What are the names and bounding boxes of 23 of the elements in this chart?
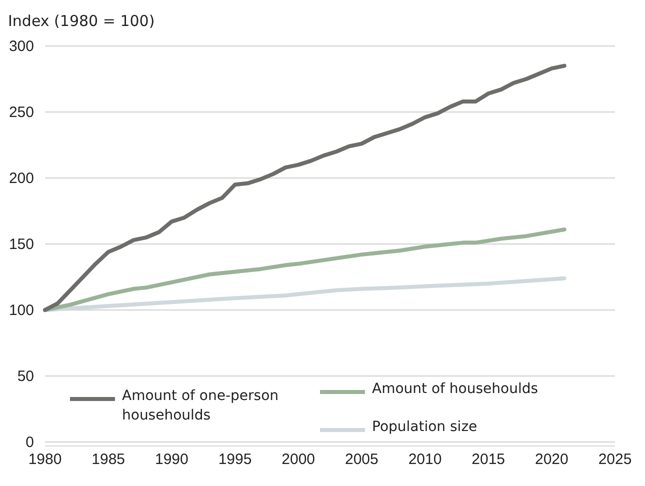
legend-label: Amount of househoulds	[372, 380, 538, 397]
y-tick-label: 50	[17, 368, 34, 385]
y-tick-label: 100	[8, 302, 34, 319]
y-tick-label: 150	[8, 236, 34, 253]
x-tick-label: 1995	[218, 451, 252, 468]
line-series	[43, 64, 566, 312]
x-tick-label: 1985	[92, 451, 126, 468]
y-tick-label: 250	[8, 104, 34, 121]
legend-label: Population size	[372, 418, 478, 435]
x-tick-label: 2015	[472, 451, 506, 468]
y-tick-label: 300	[8, 38, 34, 55]
x-tick-label: 2020	[534, 451, 568, 468]
x-tick-label: 2005	[344, 451, 378, 468]
y-tick-label: 0	[26, 434, 34, 451]
x-tick-label: 2010	[408, 451, 442, 468]
x-tick-label: 2000	[282, 451, 316, 468]
legend-label: Amount of one-person househoulds	[122, 388, 279, 424]
x-tick-label: 1990	[154, 451, 188, 468]
y-tick-label: 200	[8, 170, 34, 187]
x-tick-label: 2025	[598, 451, 632, 468]
x-tick-label: 1980	[28, 451, 62, 468]
y-axis-title: Index (1980 = 100)	[8, 12, 155, 30]
line-series	[43, 227, 566, 312]
